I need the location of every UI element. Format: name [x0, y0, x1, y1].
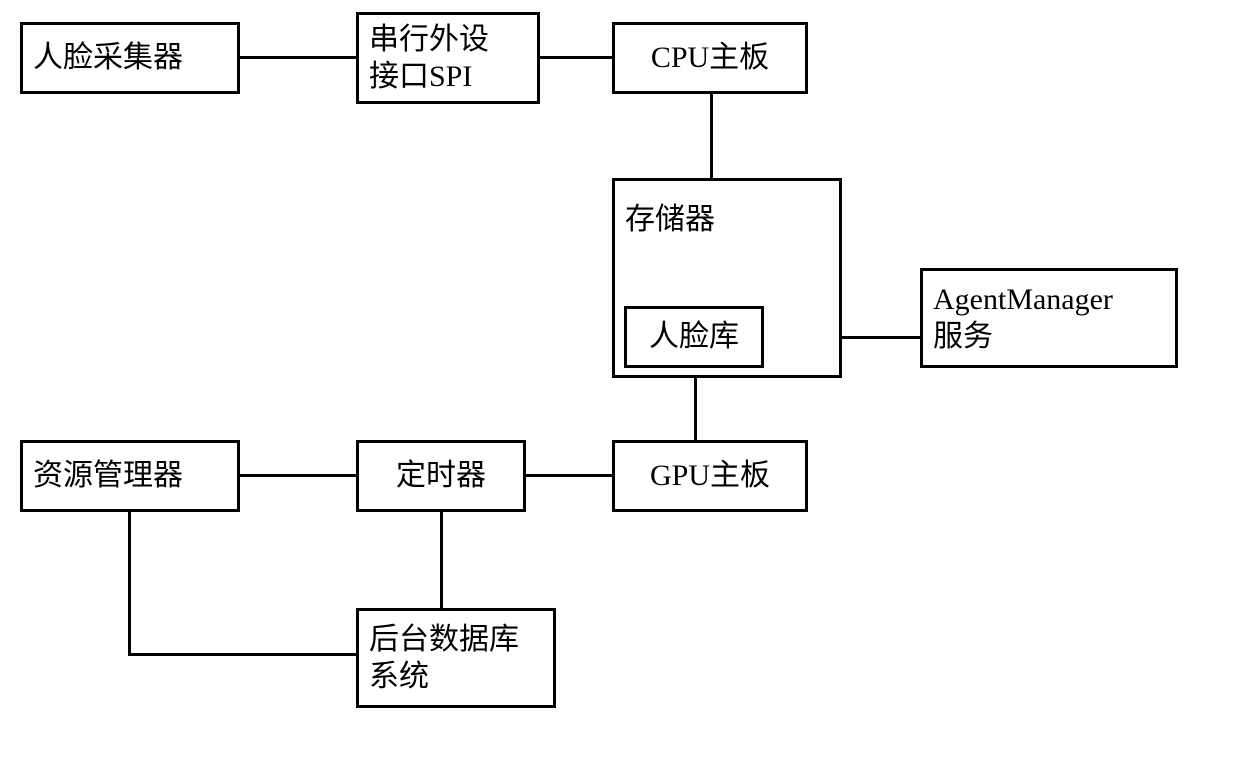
edge: [240, 56, 356, 59]
edge: [842, 336, 920, 339]
node-gpu: GPU主板: [612, 440, 808, 512]
edge: [128, 653, 356, 656]
node-label: 人脸库: [649, 318, 739, 356]
node-label: 人脸采集器: [33, 39, 183, 77]
node-face-collector: 人脸采集器: [20, 22, 240, 94]
edge: [526, 474, 612, 477]
edge: [710, 94, 713, 178]
node-timer: 定时器: [356, 440, 526, 512]
node-spi: 串行外设 接口SPI: [356, 12, 540, 104]
edge: [240, 474, 356, 477]
node-label: 资源管理器: [33, 457, 183, 495]
node-resource-mgr: 资源管理器: [20, 440, 240, 512]
edge: [540, 56, 612, 59]
edge: [694, 378, 697, 440]
edge: [128, 512, 131, 656]
node-face-db: 人脸库: [624, 306, 764, 368]
edge: [440, 512, 443, 608]
node-label: 后台数据库 系统: [369, 621, 519, 696]
node-label: GPU主板: [650, 457, 770, 495]
node-label: CPU主板: [651, 39, 769, 77]
node-backend-db: 后台数据库 系统: [356, 608, 556, 708]
node-label: AgentManager 服务: [933, 281, 1113, 356]
node-cpu: CPU主板: [612, 22, 808, 94]
node-agent-manager: AgentManager 服务: [920, 268, 1178, 368]
node-label: 存储器: [625, 201, 715, 239]
node-label: 定时器: [396, 457, 486, 495]
node-label: 串行外设 接口SPI: [369, 21, 489, 96]
